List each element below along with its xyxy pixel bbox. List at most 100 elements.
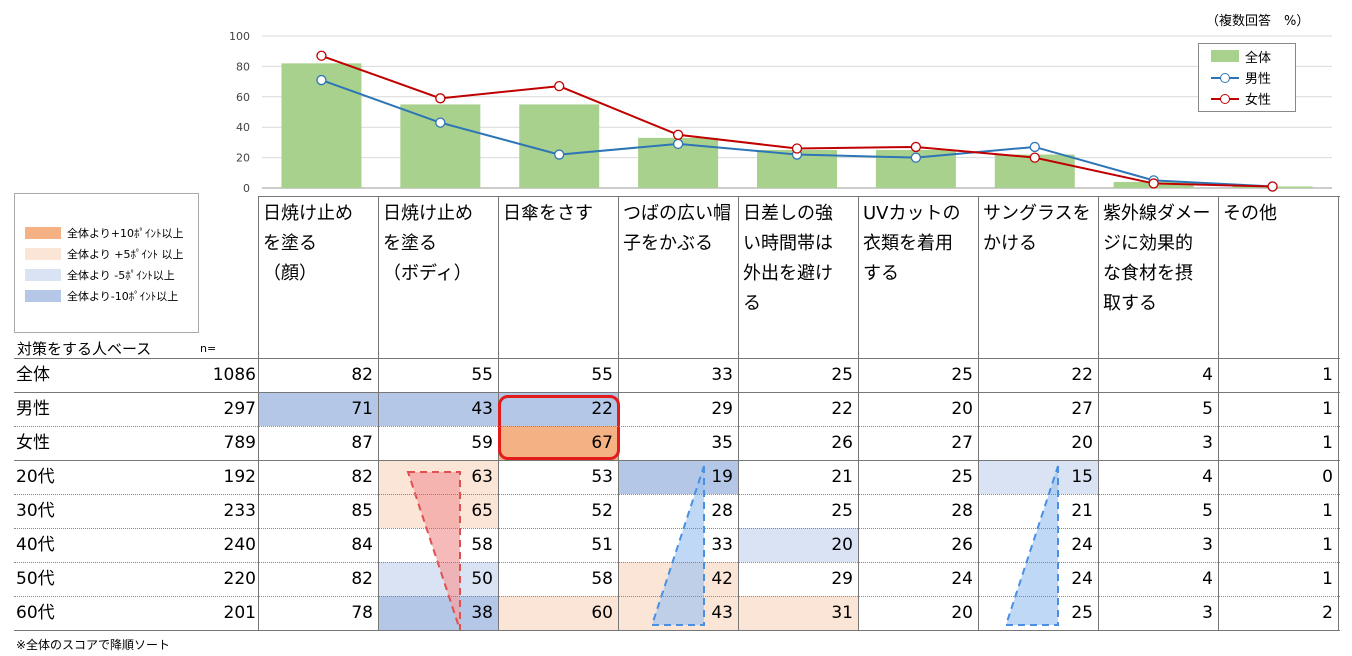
table-cell: 29 [738,562,858,596]
row-n: 233 [223,501,256,521]
row-border [1338,392,1344,426]
row-n: 192 [223,467,256,487]
legend-line-swatch [1211,73,1239,83]
column-header: サングラスを かける [978,196,1098,358]
table-rule [14,596,1340,597]
bar [519,104,600,188]
table-cell: 85 [258,494,378,528]
table-rule [14,562,1340,563]
y-tick-label: 40 [236,121,250,134]
line-point [554,149,565,160]
highlight-box [498,395,620,460]
table-rule [14,392,1340,393]
row-n: 220 [223,569,256,589]
table-cell: 21 [978,494,1098,528]
column-header-line: な食材を摂 [1103,263,1193,284]
row-label: 女性 [16,433,50,453]
table-cell: 52 [498,494,618,528]
column-header-line: 日焼け止め [383,203,473,224]
table-cell: 5 [1098,494,1218,528]
n-label: n= [200,342,217,355]
column-header: UVカットの 衣類を着用 する [858,196,978,358]
table-row: 20代 192 82 63 53 19 21 25 15 4 0 [0,460,1340,494]
key-swatch [25,248,61,260]
key-label: 全体より +5ﾎﾟｲﾝﾄ 以上 [67,248,184,261]
row-label: 20代 [16,467,55,487]
row-border [1338,562,1344,596]
table-cell: 1 [1218,562,1338,596]
table-cell: 2 [1218,596,1338,630]
column-header-line: その他 [1223,203,1277,224]
legend-label: 女性 [1245,93,1272,108]
row-label: 全体 [16,365,50,385]
table-cell: 33 [618,528,738,562]
key-label: 全体より-10ﾎﾟｲﾝﾄ以上 [67,290,179,303]
table-cell: 3 [1098,426,1218,460]
table-cell: 3 [1098,528,1218,562]
key-label: 全体より+10ﾎﾟｲﾝﾄ以上 [67,227,184,240]
table-cell: 22 [738,392,858,426]
y-tick-label: 100 [229,30,250,43]
table-row: 全体 1086 82 55 55 33 25 25 22 4 1 [0,358,1340,392]
table-cell: 1 [1218,358,1338,392]
column-header: 日差しの強 い時間帯は 外出を避ける [738,196,858,358]
column-header-line: 衣類を着用 [863,233,953,254]
chart-legend: 全体 男性 女性 [1198,43,1296,112]
table-cell: 67 [498,426,618,460]
footnote: ※全体のスコアで降順ソート [16,638,171,652]
table-cell: 35 [618,426,738,460]
row-label: 男性 [16,399,50,419]
table-row: 40代 240 84 58 51 33 20 26 24 3 1 [0,528,1340,562]
table-cell: 60 [498,596,618,630]
column-header-line: （ボディ） [383,263,472,284]
line-point [554,81,565,92]
table-cell: 55 [498,358,618,392]
table-row: 50代 220 82 50 58 42 29 24 24 4 1 [0,562,1340,596]
table-cell: 31 [738,596,858,630]
table-cell: 4 [1098,358,1218,392]
column-header: 日焼け止め を塗る （顔） [258,196,378,358]
row-n: 201 [223,603,256,623]
table-row: 60代 201 78 38 60 43 31 20 25 3 2 [0,596,1340,630]
line-point [672,129,684,140]
table-cell: 82 [258,562,378,596]
line-point [1029,141,1040,153]
table-cell: 28 [618,494,738,528]
row-border [1338,358,1344,392]
header-border [1338,196,1346,358]
legend-label: 全体 [1245,51,1272,66]
table-rule [14,494,1340,495]
table-cell: 82 [258,358,378,392]
table-cell: 25 [738,358,858,392]
column-header: その他 [1218,196,1338,358]
table-cell: 27 [858,426,978,460]
table-cell: 20 [858,392,978,426]
column-header-line: つばの広い帽 [623,203,731,224]
table-cell: 87 [258,426,378,460]
table-cell: 27 [978,392,1098,426]
row-border [1338,494,1344,528]
column-header-line: サングラスを [983,203,1091,224]
table-cell: 1 [1218,528,1338,562]
table-cell: 1 [1218,392,1338,426]
table-rule [258,196,1340,197]
table-cell: 38 [378,596,498,630]
row-border [1338,426,1344,460]
key-swatch [25,269,61,281]
table-cell: 26 [858,528,978,562]
table-cell: 24 [858,562,978,596]
table-cell: 20 [858,596,978,630]
chart: 0 20 40 60 80 100 [229,30,1332,195]
table-cell: 1 [1218,494,1338,528]
table-cell: 25 [858,460,978,494]
bar [400,104,481,188]
table-cell: 82 [258,460,378,494]
column-header-line: （顔） [263,263,317,284]
line-point [435,93,446,104]
column-header-line: 日焼け止め [263,203,353,224]
column-header-line: 子をかぶる [623,233,713,254]
y-tick-label: 0 [243,182,250,195]
column-header-line: かける [983,233,1037,254]
unit-note: （複数回答 %） [1206,14,1310,29]
base-label: 対策をする人ベース [17,340,152,358]
